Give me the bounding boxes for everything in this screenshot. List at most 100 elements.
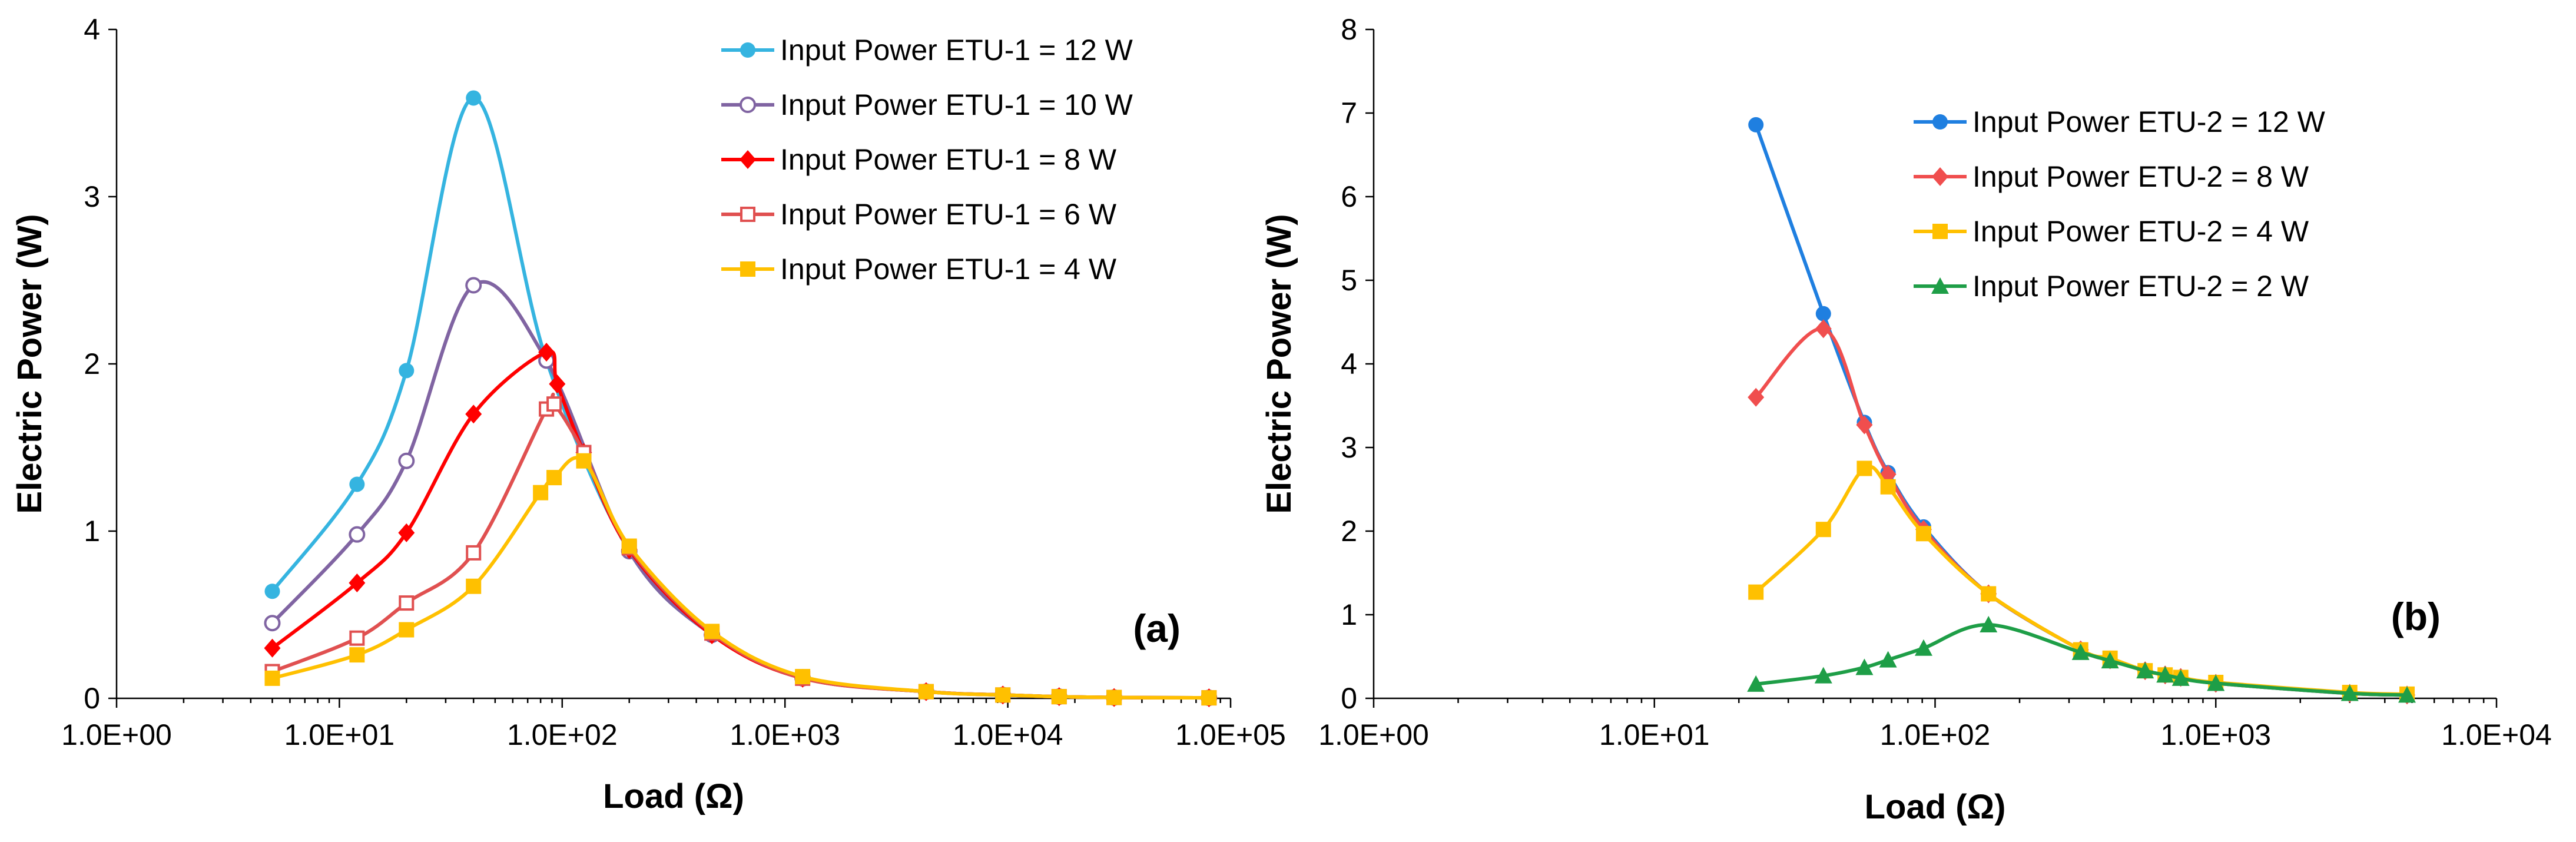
data-point — [466, 90, 482, 106]
data-point — [1814, 667, 1832, 684]
data-point — [1980, 616, 1998, 633]
x-tick-label: 1.0E+01 — [1599, 718, 1710, 751]
y-tick-label: 3 — [1341, 431, 1357, 464]
data-point — [546, 470, 562, 486]
data-point — [1051, 689, 1067, 705]
y-tick-label: 5 — [1341, 264, 1357, 297]
y-tick-label: 0 — [1341, 682, 1357, 715]
data-point — [1815, 306, 1831, 321]
legend-marker — [740, 97, 756, 113]
x-axis-title: Load (Ω) — [603, 777, 744, 816]
x-tick-label: 1.0E+00 — [1318, 718, 1429, 751]
data-point — [398, 452, 415, 469]
data-point — [1914, 639, 1932, 656]
data-point — [2156, 666, 2174, 683]
y-tick-label: 1 — [84, 515, 100, 548]
legend-label: Input Power ETU-2 = 2 W — [1972, 270, 2309, 303]
y-tick-label: 4 — [1341, 347, 1357, 380]
legend-label: Input Power ETU-1 = 10 W — [780, 88, 1133, 121]
data-point — [1879, 651, 1897, 668]
data-point — [466, 578, 482, 594]
data-point — [1815, 522, 1831, 538]
data-point — [1855, 658, 1874, 675]
x-axis-title: Load (Ω) — [1865, 788, 2006, 826]
data-point — [2171, 669, 2190, 686]
series-line — [1754, 327, 2409, 697]
data-point — [349, 526, 366, 543]
chart-panel-1: 0 1 2 3 4 1.0E+00 1.0E+01 1.0E+02 1.0E+03 1.0E+04… — [11, 13, 1286, 816]
data-point — [704, 624, 720, 639]
data-point — [918, 684, 934, 700]
x-tick-label: 1.0E+02 — [507, 718, 618, 751]
data-point — [1915, 526, 1931, 542]
data-point — [398, 523, 415, 542]
x-tick-label: 1.0E+03 — [2160, 718, 2271, 751]
x-tick-label: 1.0E+04 — [953, 718, 1063, 751]
series-4 — [1747, 616, 2416, 703]
y-tick-label: 1 — [1341, 598, 1357, 631]
legend-entry: Input Power ETU-1 = 10 W — [721, 88, 1133, 121]
data-point — [621, 538, 637, 554]
data-point — [1981, 586, 1997, 602]
data-point — [349, 647, 365, 663]
legend: Input Power ETU-2 = 12 W Input Power ETU-… — [1914, 105, 2326, 303]
data-point — [1201, 690, 1217, 706]
legend-marker — [740, 150, 756, 169]
data-point — [576, 453, 592, 469]
series-3 — [1748, 460, 2415, 702]
y-tick-label: 8 — [1341, 13, 1357, 46]
series-line — [270, 349, 1211, 700]
data-point — [1856, 460, 1872, 476]
x-tick-label: 1.0E+03 — [730, 718, 840, 751]
legend-marker — [1932, 167, 1948, 186]
data-point — [1106, 689, 1122, 705]
data-point — [2398, 686, 2416, 703]
legend-marker — [740, 261, 755, 277]
series-2 — [264, 277, 1218, 707]
legend-label: Input Power ETU-2 = 12 W — [1972, 105, 2326, 138]
y-tick-label: 4 — [84, 13, 100, 46]
data-point — [2071, 643, 2090, 660]
x-tick-label: 1.0E+01 — [284, 718, 395, 751]
data-point — [546, 396, 562, 412]
data-point — [2101, 652, 2119, 669]
legend-entry: Input Power ETU-1 = 8 W — [721, 143, 1117, 176]
legend-marker — [1932, 224, 1948, 239]
series-1 — [1748, 117, 2415, 703]
data-point — [349, 630, 365, 646]
data-point — [465, 277, 482, 294]
y-tick-label: 2 — [1341, 515, 1357, 548]
legend-label: Input Power ETU-2 = 8 W — [1972, 160, 2309, 193]
legend-entry: Input Power ETU-1 = 6 W — [721, 198, 1117, 231]
legend-label: Input Power ETU-2 = 4 W — [1972, 215, 2309, 248]
data-point — [2136, 662, 2154, 679]
legend-entry: Input Power ETU-1 = 4 W — [721, 253, 1117, 286]
data-point — [349, 476, 365, 492]
y-tick-label: 0 — [84, 682, 100, 715]
data-point — [1748, 117, 1764, 132]
data-point — [264, 670, 280, 686]
series-line — [1754, 465, 2409, 696]
y-axis-title: Electric Power (W) — [11, 214, 49, 513]
data-point — [264, 615, 281, 632]
series-4 — [264, 392, 1217, 706]
chart-panel-2: 0 1 2 3 4 5 6 7 8 1.0E+00 1.0E+01 1.0E+02 1.0E+03 1.0… — [1260, 13, 2552, 826]
legend-label: Input Power ETU-1 = 6 W — [780, 198, 1117, 231]
series-line — [270, 456, 1211, 700]
x-tick-label: 1.0E+05 — [1175, 718, 1286, 751]
panel-label: (a) — [1133, 606, 1181, 650]
data-point — [399, 595, 415, 611]
data-point — [795, 669, 811, 685]
y-tick-label: 3 — [84, 180, 100, 213]
legend-entry: Input Power ETU-1 = 12 W — [721, 34, 1133, 67]
y-axis-title: Electric Power (W) — [1260, 214, 1298, 513]
x-tick-label: 1.0E+04 — [2441, 718, 2552, 751]
legend-marker — [1931, 277, 1949, 294]
data-point — [399, 622, 415, 638]
data-point — [995, 687, 1011, 703]
data-point — [466, 545, 482, 561]
legend-entry: Input Power ETU-2 = 8 W — [1914, 160, 2309, 193]
y-tick-label: 6 — [1341, 180, 1357, 213]
legend-entry: Input Power ETU-2 = 4 W — [1914, 215, 2309, 248]
data-point — [1748, 584, 1764, 600]
